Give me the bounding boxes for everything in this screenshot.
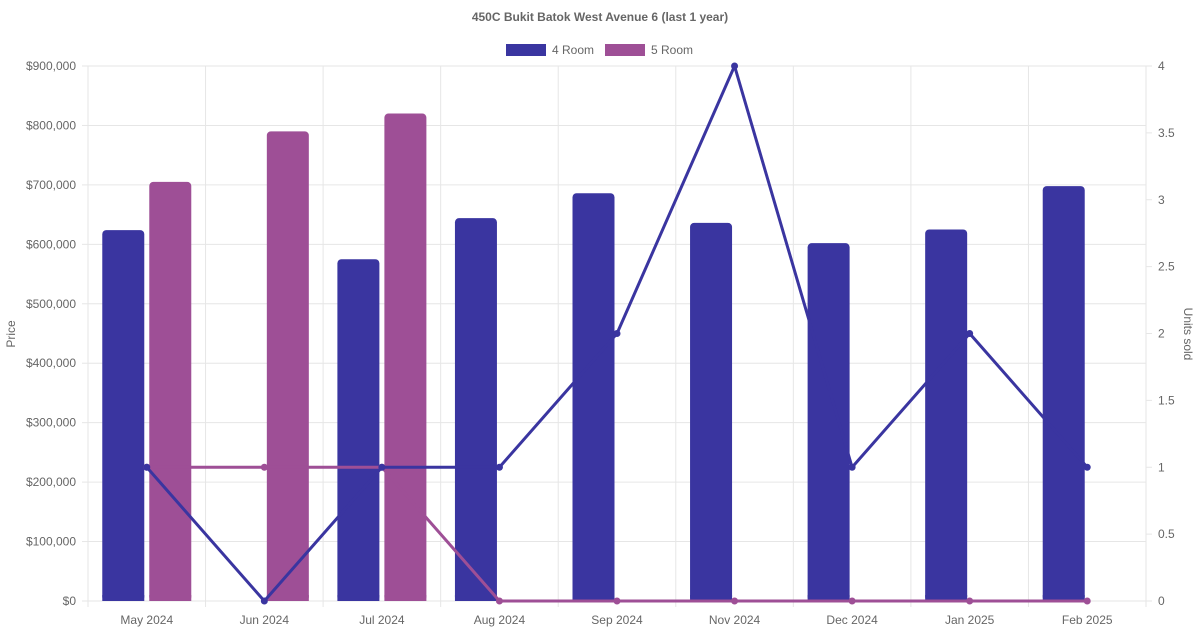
units-point-5-room[interactable]	[848, 597, 856, 605]
y-tick-label: $0	[63, 594, 77, 608]
units-point-4-room[interactable]	[260, 597, 268, 605]
y2-tick-label: 2	[1158, 327, 1165, 341]
gridlines	[82, 65, 1152, 607]
units-point-4-room[interactable]	[495, 463, 503, 471]
bar-base-4-room	[454, 595, 497, 601]
legend: 4 Room 5 Room	[506, 43, 693, 57]
bar-5-room[interactable]	[149, 181, 192, 601]
legend-label-4-room: 4 Room	[552, 43, 594, 57]
units-point-4-room[interactable]	[378, 463, 386, 471]
bars	[102, 113, 1085, 602]
bar-4-room[interactable]	[102, 230, 145, 602]
x-tick-label: Nov 2024	[709, 613, 761, 627]
bar-4-room[interactable]	[690, 222, 733, 601]
y-tick-label: $800,000	[26, 118, 76, 132]
bar-base-4-room	[807, 595, 850, 601]
units-point-5-room[interactable]	[613, 597, 621, 605]
units-point-5-room[interactable]	[1083, 597, 1091, 605]
y2-tick-label: 4	[1158, 59, 1165, 73]
y-axis-title: Price	[4, 320, 18, 348]
y-axis-ticks: $0 $100,000 $200,000 $300,000 $400,000 $500,0…	[26, 59, 76, 608]
x-tick-label: Jul 2024	[359, 613, 405, 627]
y-tick-label: $200,000	[26, 475, 76, 489]
bar-base-5-room	[149, 595, 192, 601]
x-tick-label: May 2024	[120, 613, 173, 627]
x-tick-label: Feb 2025	[1062, 613, 1113, 627]
y2-tick-label: 0	[1158, 594, 1165, 608]
bar-base-4-room	[690, 595, 733, 601]
bar-4-room[interactable]	[925, 229, 968, 601]
y2-tick-label: 1	[1158, 460, 1165, 474]
y2-tick-label: 3.5	[1158, 126, 1175, 140]
y2-tick-label: 2.5	[1158, 260, 1175, 274]
bar-base-5-room	[384, 595, 427, 601]
legend-swatch-5-room	[605, 44, 645, 56]
x-tick-label: Dec 2024	[826, 613, 878, 627]
y-tick-label: $900,000	[26, 59, 76, 73]
units-point-5-room[interactable]	[966, 597, 974, 605]
y-tick-label: $400,000	[26, 356, 76, 370]
legend-label-5-room: 5 Room	[651, 43, 693, 57]
units-point-4-room[interactable]	[731, 62, 739, 70]
units-point-4-room[interactable]	[1083, 463, 1091, 471]
y-tick-label: $100,000	[26, 535, 76, 549]
units-point-4-room[interactable]	[848, 463, 856, 471]
bar-base-4-room	[102, 595, 145, 601]
x-tick-label: Jan 2025	[945, 613, 995, 627]
units-point-4-room[interactable]	[143, 463, 151, 471]
legend-item-4-room[interactable]: 4 Room	[506, 43, 594, 57]
bar-base-4-room	[925, 595, 968, 601]
x-axis-ticks: May 2024 Jun 2024 Jul 2024 Aug 2024 Sep 2024…	[120, 613, 1112, 627]
legend-swatch-4-room	[506, 44, 546, 56]
y-tick-label: $600,000	[26, 237, 76, 251]
y2-axis-ticks: 0 0.5 1 1.5 2 2.5 3 3.5 4	[1158, 59, 1175, 608]
y2-tick-label: 0.5	[1158, 527, 1175, 541]
chart-title: 450C Bukit Batok West Avenue 6 (last 1 y…	[472, 10, 728, 24]
units-point-4-room[interactable]	[966, 330, 974, 337]
y-tick-label: $300,000	[26, 416, 76, 430]
bar-base-5-room	[266, 595, 309, 601]
bar-base-4-room	[337, 595, 380, 601]
x-tick-label: Sep 2024	[591, 613, 643, 627]
bar-base-4-room	[1042, 595, 1085, 601]
bar-4-room[interactable]	[454, 218, 497, 601]
legend-item-5-room[interactable]: 5 Room	[605, 43, 693, 57]
bar-4-room[interactable]	[1042, 186, 1085, 602]
units-point-5-room[interactable]	[260, 463, 268, 471]
bar-4-room[interactable]	[337, 259, 380, 601]
y2-tick-label: 1.5	[1158, 393, 1175, 407]
x-tick-label: Aug 2024	[474, 613, 526, 627]
bar-base-4-room	[572, 595, 615, 601]
units-lines	[143, 62, 1091, 605]
bar-5-room[interactable]	[384, 113, 427, 602]
bar-5-room[interactable]	[266, 131, 309, 601]
units-point-5-room[interactable]	[731, 597, 739, 605]
y2-axis-title: Units sold	[1181, 308, 1195, 361]
y-tick-label: $500,000	[26, 297, 76, 311]
x-tick-label: Jun 2024	[240, 613, 290, 627]
units-point-5-room[interactable]	[495, 597, 503, 605]
y-tick-label: $700,000	[26, 178, 76, 192]
bar-4-room[interactable]	[807, 243, 850, 601]
bar-4-room[interactable]	[572, 193, 615, 601]
units-point-4-room[interactable]	[613, 330, 621, 337]
y2-tick-label: 3	[1158, 193, 1165, 207]
